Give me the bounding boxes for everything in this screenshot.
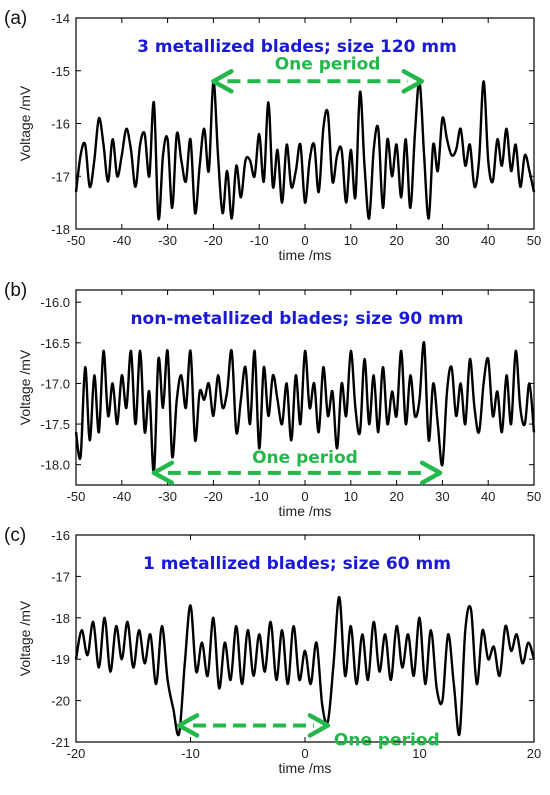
data-trace: [74, 595, 536, 737]
arrow-head-right: [401, 69, 425, 94]
annotation-text: One period: [334, 730, 440, 750]
arrow-head-left: [176, 713, 200, 738]
chart-title: 3 metallized blades; size 120 mm: [137, 37, 457, 57]
x-tick-label: 50: [527, 233, 541, 248]
chart-title: 1 metallized blades; size 60 mm: [143, 554, 451, 574]
x-axis-label: time /ms: [279, 247, 332, 263]
panel-a: -50 -40 -30 -20 -10 0 10 20 30 40 50 -18 -17 -16 -15 -1…: [4, 8, 541, 263]
data-trace: [74, 80, 536, 221]
y-tick-label: -15: [51, 64, 70, 79]
y-tick-label: -14: [51, 11, 70, 26]
x-tick-label: -30: [158, 489, 177, 504]
x-tick-label: -30: [158, 233, 177, 248]
x-tick-label: -40: [112, 233, 131, 248]
y-tick-label: -16: [51, 117, 70, 132]
x-tick-label: 30: [435, 233, 449, 248]
y-tick-label: -17.5: [40, 417, 70, 432]
x-tick-label: -20: [204, 233, 223, 248]
arrow-head-right: [419, 460, 443, 486]
x-tick-label: -10: [250, 233, 269, 248]
y-tick-label: -20: [51, 694, 70, 709]
x-tick-label: 40: [481, 489, 495, 504]
x-tick-label: 10: [412, 746, 426, 761]
arrow-head-left: [211, 69, 234, 94]
x-tick-label: -10: [181, 746, 200, 761]
y-tick-label: -19: [51, 652, 70, 667]
x-tick-label: 20: [389, 489, 403, 504]
panel-label: (c): [4, 525, 26, 546]
x-tick-label: 0: [301, 233, 308, 248]
x-tick-label: -40: [112, 489, 131, 504]
x-tick-label: 0: [301, 746, 308, 761]
panel-label: (b): [4, 280, 27, 301]
y-tick-label: -17: [51, 569, 70, 584]
x-tick-label: -20: [67, 746, 86, 761]
x-tick-label: 20: [527, 746, 541, 761]
x-tick-label: 40: [481, 233, 495, 248]
x-axis-label: time /ms: [279, 503, 332, 519]
x-tick-label: 10: [344, 233, 358, 248]
chart-title: non-metallized blades; size 90 mm: [130, 309, 463, 329]
y-tick-label: -16.5: [40, 336, 70, 351]
x-tick-label: 0: [301, 489, 308, 504]
annotation-text: One period: [252, 448, 358, 468]
y-tick-label: -16.0: [40, 295, 70, 310]
y-axis-label: Voltage /mV: [17, 85, 33, 161]
panel-label: (a): [4, 8, 27, 29]
x-tick-label: -50: [67, 489, 86, 504]
y-tick-label: -17: [51, 169, 70, 184]
y-tick-label: -16: [51, 528, 70, 543]
y-tick-label: -18: [51, 222, 70, 237]
x-tick-label: 50: [527, 489, 541, 504]
arrow-head-right: [307, 713, 331, 738]
x-axis-label: time /ms: [279, 760, 332, 776]
x-tick-label: 30: [435, 489, 449, 504]
x-tick-label: -10: [250, 489, 269, 504]
y-axis-label: Voltage /mV: [17, 600, 33, 676]
panel-b: -50 -40 -30 -20 -10 0 10 20 30 40 50 -18.0 -17.5 -17.…: [4, 280, 541, 519]
y-tick-label: -18: [51, 611, 70, 626]
x-tick-label: 10: [344, 489, 358, 504]
annotation-text: One period: [275, 54, 381, 74]
data-trace: [74, 341, 536, 475]
y-tick-label: -17.0: [40, 376, 70, 391]
y-tick-label: -21: [51, 735, 70, 750]
x-tick-label: 20: [389, 233, 403, 248]
y-axis-label: Voltage /mV: [17, 349, 33, 425]
arrow-head-left: [151, 460, 175, 486]
x-tick-label: -20: [204, 489, 223, 504]
y-tick-label: -18.0: [40, 458, 70, 473]
x-tick-label: -50: [67, 233, 86, 248]
